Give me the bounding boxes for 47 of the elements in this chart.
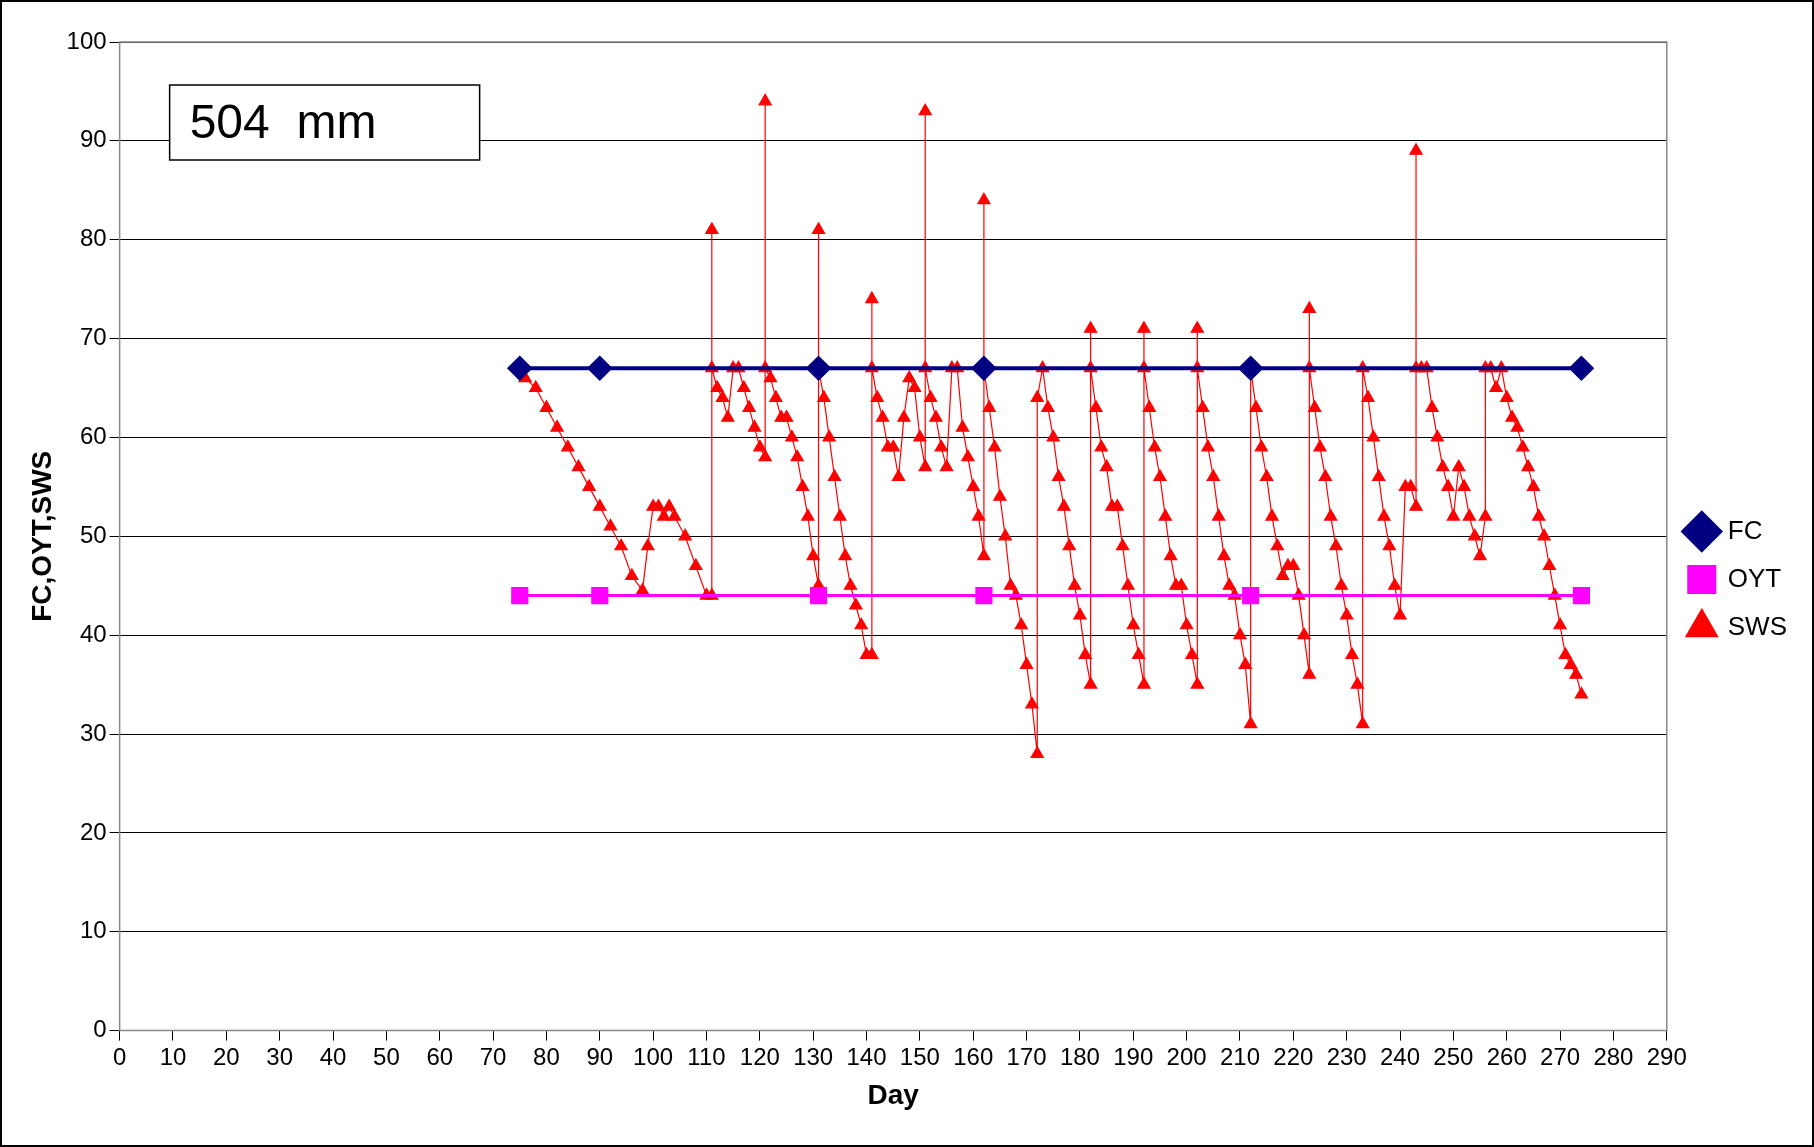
x-tick-label: 30 [266, 1042, 294, 1070]
x-tick-label: 100 [633, 1042, 674, 1070]
x-tick-label: 0 [112, 1042, 127, 1070]
y-tick-label: 40 [79, 619, 107, 647]
x-tick-label: 70 [479, 1042, 507, 1070]
x-tick-label: 280 [1593, 1042, 1634, 1070]
x-tick-label: 180 [1059, 1042, 1100, 1070]
x-tick-label: 40 [319, 1042, 347, 1070]
y-tick-label: 50 [79, 520, 107, 548]
x-tick-label: 140 [846, 1042, 887, 1070]
x-tick-label: 130 [793, 1042, 834, 1070]
legend-label: SWS [1727, 610, 1788, 641]
x-tick-label: 240 [1380, 1042, 1421, 1070]
x-tick-label: 80 [533, 1042, 560, 1070]
x-tick-label: 270 [1540, 1042, 1581, 1070]
x-tick-label: 150 [899, 1042, 940, 1070]
y-tick-label: 30 [79, 718, 107, 746]
y-tick-label: 90 [79, 125, 107, 153]
x-tick-label: 190 [1113, 1042, 1154, 1070]
x-tick-label: 260 [1486, 1042, 1527, 1070]
y-axis-title: FC,OYT,SWS [25, 450, 57, 622]
x-tick-label: 230 [1326, 1042, 1367, 1070]
x-tick-label: 120 [739, 1042, 780, 1070]
legend-label: FC [1727, 514, 1763, 545]
x-tick-label: 60 [426, 1042, 454, 1070]
x-tick-label: 110 [687, 1042, 726, 1070]
annotation: 504 mm [189, 95, 377, 149]
legend-label: OYT [1727, 562, 1782, 593]
x-tick-label: 250 [1433, 1042, 1474, 1070]
x-tick-label: 20 [212, 1042, 240, 1070]
y-tick-label: 100 [66, 26, 107, 54]
x-tick-label: 10 [159, 1042, 187, 1070]
y-tick-label: 60 [79, 422, 107, 450]
x-tick-label: 170 [1006, 1042, 1047, 1070]
x-tick-label: 90 [586, 1042, 614, 1070]
x-tick-label: 290 [1646, 1042, 1687, 1070]
y-tick-label: 20 [79, 817, 107, 845]
x-tick-label: 200 [1166, 1042, 1207, 1070]
y-tick-label: 0 [93, 1015, 107, 1043]
x-tick-label: 220 [1273, 1042, 1314, 1070]
y-tick-label: 80 [79, 224, 107, 252]
x-tick-label: 210 [1219, 1042, 1260, 1070]
x-tick-label: 160 [953, 1042, 994, 1070]
x-axis-title: Day [867, 1078, 920, 1110]
y-tick-label: 70 [79, 323, 107, 351]
x-tick-label: 50 [373, 1042, 400, 1070]
y-tick-label: 10 [79, 916, 107, 944]
